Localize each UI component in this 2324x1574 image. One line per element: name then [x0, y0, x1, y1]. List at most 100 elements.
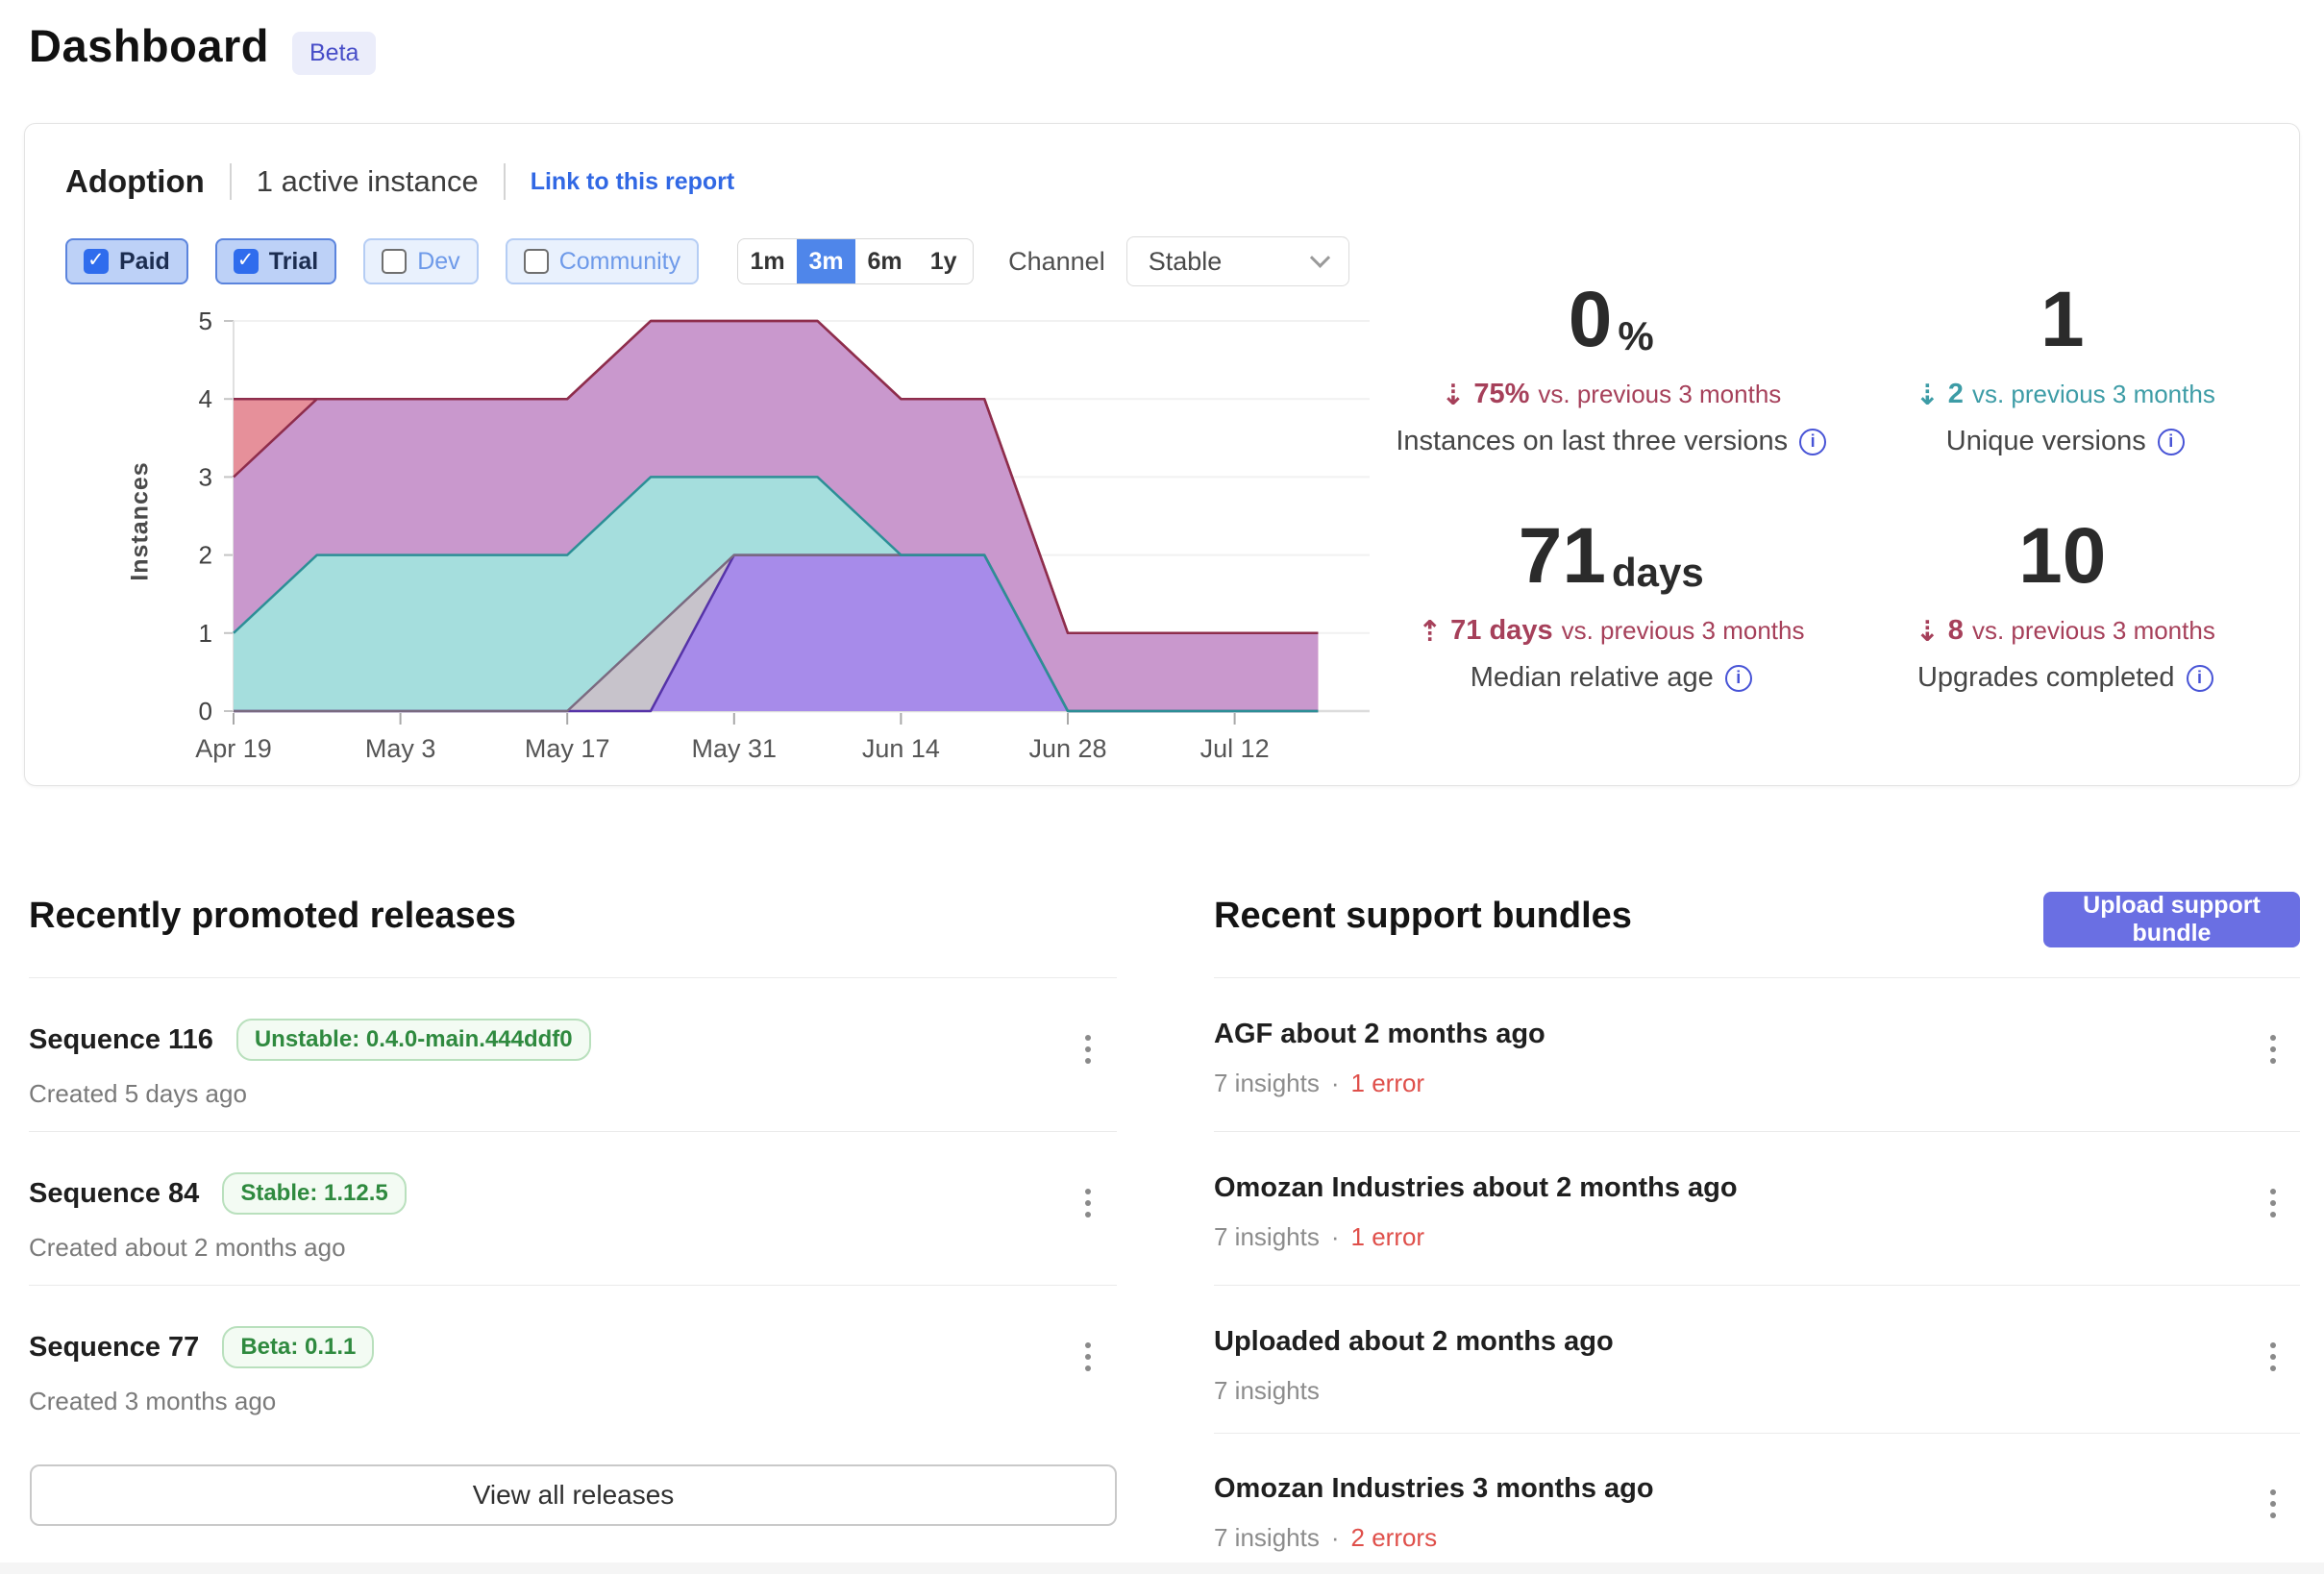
checkbox-checked-icon[interactable]: [84, 248, 109, 274]
stat-value: 0: [1568, 276, 1613, 363]
kebab-menu-icon[interactable]: [2254, 1334, 2292, 1380]
adoption-stats: 0% ⇣ 75% vs. previous 3 months Instances…: [1384, 281, 2292, 694]
bundle-title: Omozan Industries 3 months ago: [1214, 1473, 1654, 1504]
kebab-menu-icon[interactable]: [2254, 1026, 2292, 1072]
chevron-down-icon: [1309, 247, 1330, 268]
release-channel-badge: Unstable: 0.4.0-main.444ddf0: [235, 1019, 591, 1061]
filter-chip-dev[interactable]: Dev: [363, 238, 479, 284]
upload-support-bundle-button[interactable]: Upload support bundle: [2043, 892, 2300, 947]
adoption-title: Adoption: [65, 163, 205, 199]
svg-text:Jun 14: Jun 14: [862, 734, 940, 763]
filter-chip-paid[interactable]: Paid: [65, 238, 188, 284]
kebab-menu-icon[interactable]: [1069, 1180, 1107, 1226]
info-icon[interactable]: i: [1799, 428, 1827, 455]
release-created: Created about 2 months ago: [29, 1233, 346, 1262]
kebab-menu-icon[interactable]: [2254, 1180, 2292, 1226]
info-icon[interactable]: i: [1724, 664, 1752, 692]
release-title: Sequence 116: [29, 1023, 213, 1055]
stat-label: Upgrades completed: [1916, 662, 2175, 693]
stat-label: Unique versions: [1945, 426, 2146, 456]
view-all-releases-button[interactable]: View all releases: [30, 1464, 1117, 1526]
bundle-title: Omozan Industries about 2 months ago: [1214, 1172, 1738, 1203]
trend-down-icon: ⇣: [1441, 379, 1466, 412]
divider: [29, 977, 1117, 978]
svg-text:Jul 12: Jul 12: [1200, 734, 1270, 763]
delta-suffix: vs. previous 3 months: [1538, 380, 1782, 408]
delta-value: 71 days: [1450, 615, 1553, 646]
stat-instances-last-three-versions: 0% ⇣ 75% vs. previous 3 months Instances…: [1384, 281, 1839, 457]
release-created: Created 3 months ago: [29, 1387, 277, 1415]
svg-text:5: 5: [199, 307, 212, 335]
adoption-card-header: Adoption 1 active instance Link to this …: [65, 163, 734, 200]
filter-chip-trial[interactable]: Trial: [214, 238, 337, 284]
link-to-report[interactable]: Link to this report: [530, 167, 735, 195]
release-item: Sequence 84 Stable: 1.12.5 Created about…: [29, 1172, 1117, 1263]
kebab-menu-icon[interactable]: [2254, 1481, 2292, 1527]
range-3m[interactable]: 3m: [797, 239, 856, 283]
bundle-item: Omozan Industries about 2 months ago 7 i…: [1214, 1172, 2300, 1252]
bundle-title: AGF about 2 months ago: [1214, 1019, 1545, 1049]
bundle-insights: 7 insights: [1214, 1222, 1320, 1251]
header-divider: [229, 163, 232, 200]
svg-text:3: 3: [199, 462, 212, 491]
stat-value: 71: [1518, 512, 1606, 600]
checkbox-checked-icon[interactable]: [233, 248, 259, 274]
info-icon[interactable]: i: [2186, 664, 2213, 692]
page-title: Dashboard: [29, 20, 269, 71]
svg-text:May 3: May 3: [365, 734, 436, 763]
bundle-errors: 2 errors: [1350, 1523, 1438, 1552]
divider: [1214, 1433, 2300, 1434]
adoption-area-chart: 0 1 2 3 4 5 Apr 19 May 3 May 17 May 31 Jun 14 Jun 2…: [195, 307, 1370, 763]
stat-label: Median relative age: [1470, 662, 1714, 693]
checkbox-unchecked-icon[interactable]: [523, 249, 549, 274]
trend-up-icon: ⇡: [1418, 615, 1443, 649]
delta-value: 75%: [1473, 379, 1530, 409]
stat-label: Instances on last three versions: [1396, 426, 1789, 456]
divider: [1214, 1285, 2300, 1286]
releases-heading: Recently promoted releases: [29, 896, 516, 936]
bundle-item: Uploaded about 2 months ago 7 insights: [1214, 1326, 2300, 1406]
bundle-errors: 1 error: [1350, 1069, 1425, 1097]
stat-median-relative-age: 71 days ⇡ 71 days vs. previous 3 months M…: [1384, 517, 1839, 694]
filter-label: Dev: [417, 247, 460, 275]
delta-suffix: vs. previous 3 months: [1971, 380, 2215, 408]
filter-label: Community: [558, 247, 681, 275]
release-item: Sequence 77 Beta: 0.1.1 Created 3 months…: [29, 1326, 1117, 1416]
delta-value: 2: [1947, 379, 1964, 409]
divider: [29, 1131, 1117, 1132]
divider: [1214, 977, 2300, 978]
kebab-menu-icon[interactable]: [1069, 1026, 1107, 1072]
stat-unit: days: [1611, 550, 1704, 595]
beta-badge: Beta: [292, 32, 377, 75]
svg-text:Jun 28: Jun 28: [1028, 734, 1106, 763]
svg-text:May 31: May 31: [692, 734, 778, 763]
range-1m[interactable]: 1m: [750, 247, 785, 275]
bundle-insights: 7 insights: [1214, 1376, 1320, 1405]
release-channel-badge: Beta: 0.1.1: [222, 1326, 375, 1368]
filter-label: Paid: [119, 247, 170, 275]
divider: [29, 1285, 1117, 1286]
filter-row: Paid Trial Dev Community 1m 3m 6m 1y Cha…: [65, 236, 1349, 286]
time-range-segmented-control: 1m 3m 6m 1y: [737, 238, 975, 284]
meta-separator: ·: [1330, 1523, 1340, 1552]
range-1y[interactable]: 1y: [929, 247, 957, 275]
release-title: Sequence 77: [29, 1331, 200, 1363]
svg-text:0: 0: [199, 697, 212, 726]
page-bottom-strip: [0, 1562, 2324, 1574]
release-created: Created 5 days ago: [29, 1079, 247, 1108]
checkbox-unchecked-icon[interactable]: [382, 249, 408, 274]
bundle-insights: 7 insights: [1214, 1523, 1320, 1552]
stat-unit: %: [1618, 313, 1654, 358]
range-6m[interactable]: 6m: [867, 247, 902, 275]
channel-label: Channel: [1008, 246, 1105, 276]
svg-text:1: 1: [199, 619, 212, 648]
kebab-menu-icon[interactable]: [1069, 1334, 1107, 1380]
release-title: Sequence 84: [29, 1177, 200, 1209]
filter-chip-community[interactable]: Community: [505, 238, 700, 284]
channel-select[interactable]: Stable: [1125, 236, 1349, 286]
release-channel-badge: Stable: 1.12.5: [222, 1172, 407, 1215]
filter-label: Trial: [268, 247, 319, 275]
info-icon[interactable]: i: [2157, 428, 2185, 455]
bundle-insights: 7 insights: [1214, 1069, 1320, 1097]
delta-suffix: vs. previous 3 months: [1561, 616, 1805, 645]
